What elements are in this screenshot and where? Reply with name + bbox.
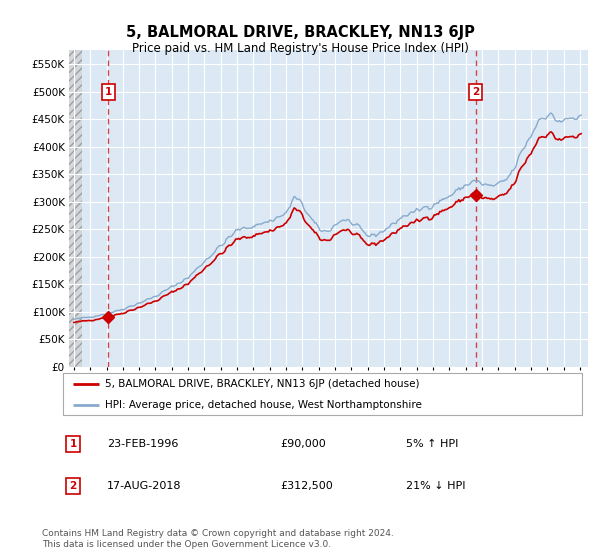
Text: 5, BALMORAL DRIVE, BRACKLEY, NN13 6JP: 5, BALMORAL DRIVE, BRACKLEY, NN13 6JP bbox=[125, 25, 475, 40]
Text: £312,500: £312,500 bbox=[281, 481, 333, 491]
Text: 2: 2 bbox=[472, 87, 479, 97]
FancyBboxPatch shape bbox=[62, 373, 583, 416]
Text: 17-AUG-2018: 17-AUG-2018 bbox=[107, 481, 182, 491]
Text: 21% ↓ HPI: 21% ↓ HPI bbox=[407, 481, 466, 491]
Text: HPI: Average price, detached house, West Northamptonshire: HPI: Average price, detached house, West… bbox=[104, 400, 421, 410]
Text: 23-FEB-1996: 23-FEB-1996 bbox=[107, 439, 179, 449]
Text: 1: 1 bbox=[70, 439, 77, 449]
Text: Contains HM Land Registry data © Crown copyright and database right 2024.
This d: Contains HM Land Registry data © Crown c… bbox=[42, 529, 394, 549]
Text: £90,000: £90,000 bbox=[281, 439, 326, 449]
Text: Price paid vs. HM Land Registry's House Price Index (HPI): Price paid vs. HM Land Registry's House … bbox=[131, 42, 469, 55]
Text: 2: 2 bbox=[70, 481, 77, 491]
Bar bbox=[69, 50, 82, 367]
Text: 5, BALMORAL DRIVE, BRACKLEY, NN13 6JP (detached house): 5, BALMORAL DRIVE, BRACKLEY, NN13 6JP (d… bbox=[104, 379, 419, 389]
Text: 5% ↑ HPI: 5% ↑ HPI bbox=[407, 439, 459, 449]
Text: 1: 1 bbox=[105, 87, 112, 97]
